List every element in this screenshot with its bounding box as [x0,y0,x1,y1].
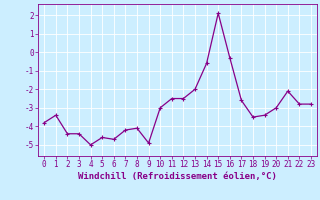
X-axis label: Windchill (Refroidissement éolien,°C): Windchill (Refroidissement éolien,°C) [78,172,277,181]
